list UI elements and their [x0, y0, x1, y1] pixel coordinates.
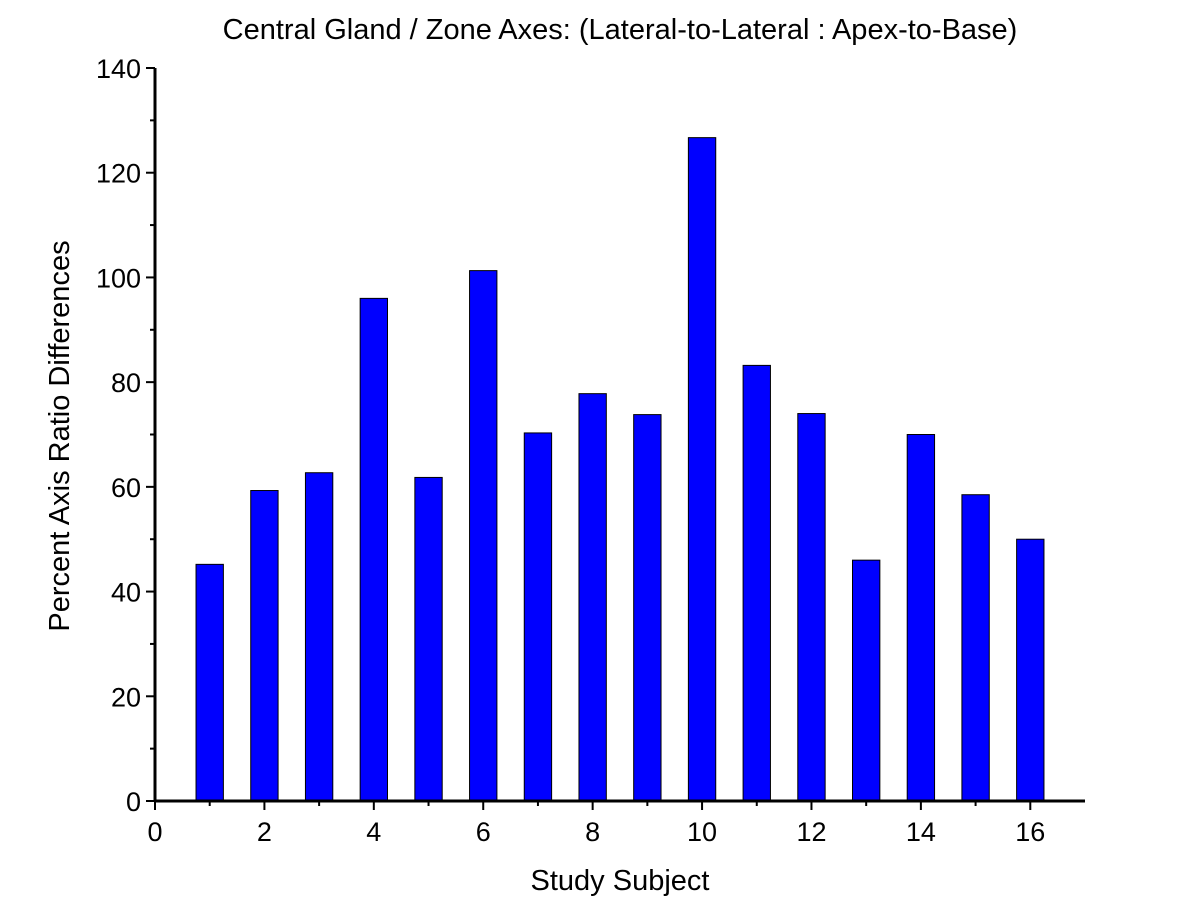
bar-subject-2: [250, 490, 279, 802]
bar-subject-15: [961, 494, 990, 802]
bar-subject-8: [578, 393, 607, 802]
y-tick-label-40: 40: [111, 578, 141, 608]
bars-group: [195, 137, 1045, 802]
bar-subject-3: [304, 472, 334, 802]
y-axis-label: Percent Axis Ratio Differences: [44, 240, 76, 631]
y-ticks-group: 0 20 40 60 80 100 120 140: [96, 54, 155, 817]
x-tick-label-14: 14: [906, 817, 936, 847]
bar-subject-6: [469, 270, 498, 802]
bar-subject-16: [1016, 538, 1045, 802]
bar-subject-1: [195, 563, 224, 802]
bar-subject-10: [687, 137, 717, 802]
x-tick-label-12: 12: [796, 817, 826, 847]
y-tick-label-80: 80: [111, 368, 141, 398]
bar-subject-4: [359, 297, 389, 802]
x-tick-label-2: 2: [257, 817, 272, 847]
axes-group: [153, 68, 1085, 803]
bar-subject-7: [523, 432, 553, 802]
y-tick-label-0: 0: [126, 787, 141, 817]
x-tick-label-0: 0: [147, 817, 162, 847]
bar-subject-13: [852, 559, 881, 802]
chart-title: Central Gland / Zone Axes: (Lateral-to-L…: [223, 14, 1018, 46]
y-tick-label-140: 140: [96, 54, 141, 84]
bar-subject-14: [906, 434, 936, 802]
y-tick-label-120: 120: [96, 159, 141, 189]
x-tick-label-8: 8: [585, 817, 600, 847]
x-axis-label: Study Subject: [531, 865, 710, 897]
bar-subject-9: [633, 414, 662, 802]
bar-subject-5: [414, 476, 443, 802]
x-tick-label-4: 4: [366, 817, 381, 847]
x-tick-label-6: 6: [476, 817, 491, 847]
bar-subject-12: [797, 413, 826, 802]
y-tick-label-60: 60: [111, 473, 141, 503]
y-tick-label-100: 100: [96, 263, 141, 293]
x-tick-label-10: 10: [687, 817, 717, 847]
x-tick-label-16: 16: [1015, 817, 1045, 847]
y-tick-label-20: 20: [111, 682, 141, 712]
x-ticks-group: 0 2 4 6 8 10 12 14 16: [147, 801, 1045, 847]
bar-subject-11: [742, 364, 771, 802]
